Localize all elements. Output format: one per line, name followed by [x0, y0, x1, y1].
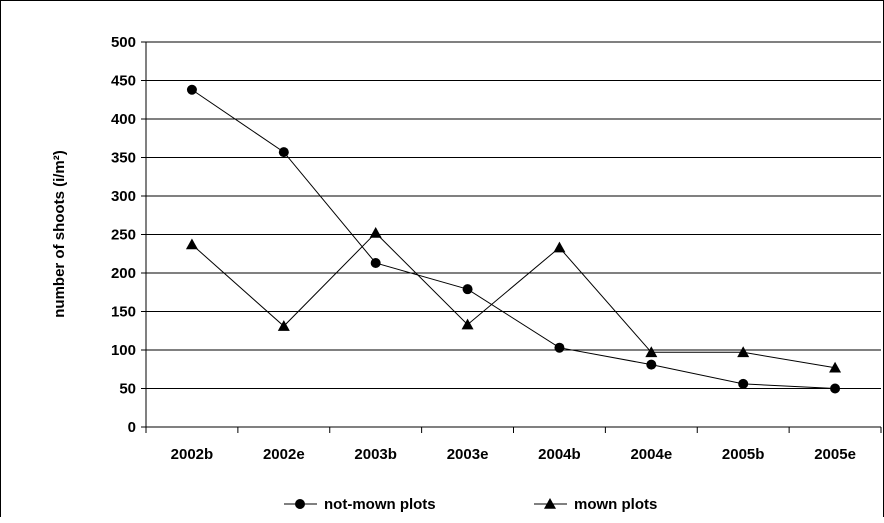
axes	[141, 41, 882, 433]
y-axis-label: number of shoots (i/m²)	[51, 150, 68, 318]
x-tick-label: 2004b	[538, 446, 581, 463]
y-tick-label: 200	[111, 265, 136, 282]
y-tick-labels: 0 50 100 150 200 250 300 350 400 450 500	[111, 34, 136, 436]
series-line-not-mown	[191, 89, 836, 389]
x-tick-label: 2005e	[814, 446, 856, 463]
legend-label-not-mown: not-mown plots	[324, 496, 436, 513]
y-tick-label: 400	[111, 111, 136, 128]
data-point-not-mown	[370, 257, 381, 268]
y-tick-label: 50	[119, 381, 136, 398]
data-point-not-mown	[462, 284, 473, 295]
data-point-mown	[369, 226, 382, 238]
x-tick-label: 2003b	[354, 446, 397, 463]
data-point-mown	[645, 346, 658, 358]
legend-marker-mown	[544, 498, 556, 509]
data-point-not-mown	[646, 359, 657, 370]
y-tick-label: 450	[111, 73, 136, 90]
x-tick-label: 2003e	[447, 446, 489, 463]
data-point-mown	[185, 238, 198, 250]
legend-label-mown: mown plots	[574, 496, 657, 513]
series-layer	[185, 84, 842, 394]
y-tick-label: 500	[111, 34, 136, 51]
y-tick-label: 250	[111, 227, 136, 244]
x-tick-label: 2002e	[263, 446, 305, 463]
data-point-mown	[737, 346, 750, 358]
legend-marker-not-mown	[295, 499, 305, 509]
x-tick-labels: 2002b 2002e 2003b 2003e 2004b 2004e 2005b 2005e	[171, 446, 856, 463]
x-tick-label: 2005b	[722, 446, 765, 463]
y-tick-label: 350	[111, 150, 136, 167]
data-point-not-mown	[738, 378, 749, 389]
legend: not-mown plots mown plots	[284, 496, 657, 513]
data-point-mown	[553, 241, 566, 253]
gridlines	[146, 41, 881, 389]
data-point-mown	[829, 361, 842, 373]
data-point-not-mown	[186, 84, 197, 95]
data-point-mown	[277, 320, 290, 331]
x-tick-label: 2002b	[171, 446, 214, 463]
data-point-mown	[461, 318, 474, 330]
series-line-mown	[191, 232, 836, 369]
y-tick-label: 300	[111, 188, 136, 205]
data-point-not-mown	[554, 342, 565, 353]
y-tick-label: 100	[111, 342, 136, 359]
data-point-not-mown	[830, 383, 841, 394]
y-tick-label: 0	[128, 419, 136, 436]
data-point-not-mown	[278, 147, 289, 158]
y-tick-label: 150	[111, 304, 136, 321]
x-tick-label: 2004e	[630, 446, 672, 463]
